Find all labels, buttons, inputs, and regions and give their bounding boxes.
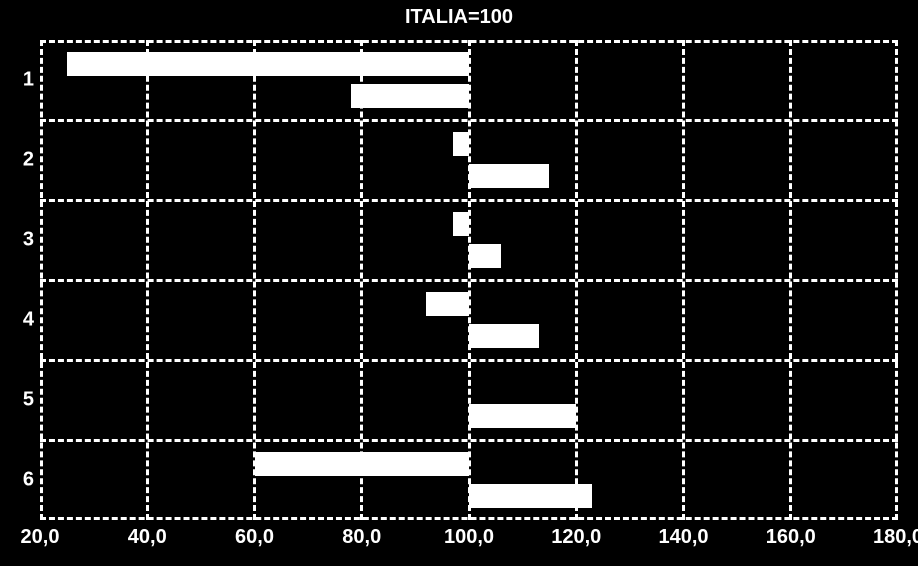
- x-axis-tick-label: 140,0: [658, 526, 708, 549]
- grid-line-horizontal: [40, 119, 898, 122]
- bar: [469, 404, 576, 428]
- bar: [469, 324, 539, 348]
- chart-title: ITALIA=100: [0, 6, 918, 29]
- x-axis-tick-label: 60,0: [235, 526, 274, 549]
- x-axis-tick-label: 20,0: [21, 526, 60, 549]
- chart-container: ITALIA=100 20,0 40,0 60,0 80,0 100,0 120,0 140…: [0, 0, 918, 566]
- bar: [67, 52, 469, 76]
- y-axis-tick-label: 6: [4, 469, 34, 492]
- grid-line-horizontal: [40, 199, 898, 202]
- grid-line-horizontal: [40, 439, 898, 442]
- bar: [351, 84, 469, 108]
- y-axis-tick-label: 1: [4, 69, 34, 92]
- plot-area: [40, 40, 898, 520]
- x-axis-tick-label: 40,0: [128, 526, 167, 549]
- x-axis-tick-label: 100,0: [444, 526, 494, 549]
- x-axis-tick-label: 120,0: [551, 526, 601, 549]
- bar: [453, 132, 469, 156]
- bar: [255, 452, 470, 476]
- x-axis-tick-label: 180,0: [873, 526, 918, 549]
- grid-line-horizontal: [40, 279, 898, 282]
- y-axis-tick-label: 5: [4, 389, 34, 412]
- y-axis-tick-label: 4: [4, 309, 34, 332]
- x-axis-tick-label: 80,0: [342, 526, 381, 549]
- grid-line-horizontal: [40, 359, 898, 362]
- x-axis-tick-label: 160,0: [766, 526, 816, 549]
- bar: [469, 244, 501, 268]
- y-axis-tick-label: 3: [4, 229, 34, 252]
- y-axis-tick-label: 2: [4, 149, 34, 172]
- bar: [469, 484, 592, 508]
- bar: [426, 292, 469, 316]
- bar: [469, 164, 549, 188]
- bar: [453, 212, 469, 236]
